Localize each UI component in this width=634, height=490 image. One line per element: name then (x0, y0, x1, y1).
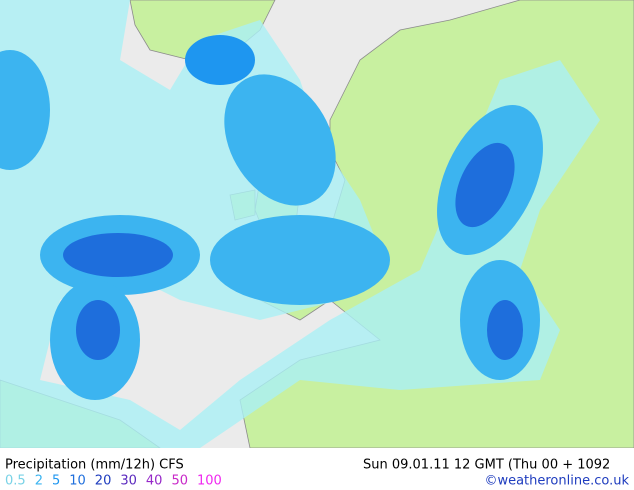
credit: ©weatheronline.co.uk (484, 474, 629, 489)
valid-time: Sun 09.01.11 12 GMT (Thu 00 + 1092 (363, 458, 610, 473)
precipitation (0, 0, 600, 448)
legend: 0.5 2 5 10 20 30 40 50 100 (5, 474, 222, 489)
map-title: Precipitation (mm/12h) CFS (5, 458, 184, 473)
legend-label: 50 (171, 474, 188, 489)
legend-label: 5 (52, 474, 60, 489)
legend-label: 40 (146, 474, 163, 489)
footer (0, 448, 634, 490)
legend-label: 20 (95, 474, 112, 489)
legend-label: 2 (35, 474, 43, 489)
legend-label: 100 (197, 474, 222, 489)
legend-label: 10 (69, 474, 86, 489)
map (0, 0, 634, 449)
legend-label: 30 (120, 474, 137, 489)
legend-label: 0.5 (5, 474, 26, 489)
